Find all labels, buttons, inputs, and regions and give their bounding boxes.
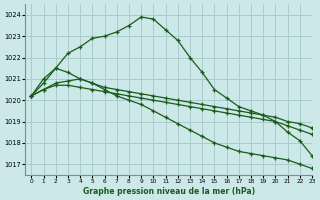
X-axis label: Graphe pression niveau de la mer (hPa): Graphe pression niveau de la mer (hPa) [83,187,255,196]
